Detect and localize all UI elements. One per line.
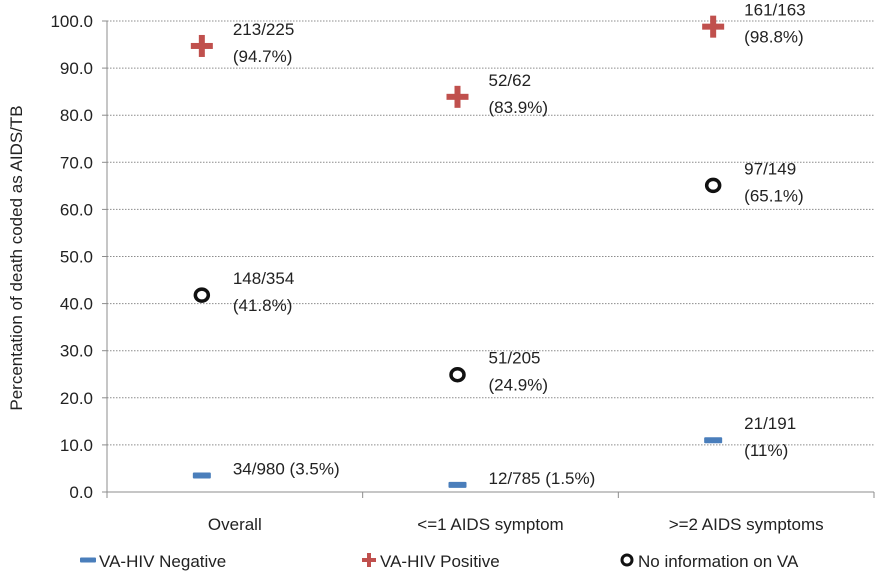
data-label: (83.9%) bbox=[489, 98, 549, 117]
data-label: 34/980 (3.5%) bbox=[233, 460, 340, 479]
marker-plus bbox=[702, 15, 725, 38]
data-label: 52/62 bbox=[489, 71, 532, 90]
x-category-label: <=1 AIDS symptom bbox=[417, 515, 563, 534]
marker-circle bbox=[193, 287, 211, 303]
x-axis-categories: Overall <=1 AIDS symptom >=2 AIDS symptoms bbox=[208, 515, 824, 534]
y-tick-label: 80.0 bbox=[60, 106, 93, 125]
data-label: (11%) bbox=[744, 441, 788, 460]
data-label: 213/225 bbox=[233, 20, 294, 39]
data-label: 97/149 bbox=[744, 159, 796, 178]
marker-circle bbox=[704, 177, 722, 194]
marker-dash bbox=[704, 437, 723, 444]
marker-dash bbox=[192, 472, 211, 479]
data-label: (98.8%) bbox=[744, 28, 804, 47]
data-markers bbox=[190, 15, 725, 488]
y-tick-label: 10.0 bbox=[60, 436, 93, 455]
data-label: 51/205 bbox=[489, 349, 541, 368]
y-tick-label: 30.0 bbox=[60, 342, 93, 361]
legend-marker-dash bbox=[80, 557, 96, 563]
legend-label: VA-HIV Positive bbox=[380, 552, 500, 571]
y-tick-label: 50.0 bbox=[60, 248, 93, 267]
y-tick-label: 40.0 bbox=[60, 295, 93, 314]
y-tick-label: 100.0 bbox=[50, 12, 93, 31]
legend-item: VA-HIV Positive bbox=[362, 552, 500, 571]
legend-label: VA-HIV Negative bbox=[99, 552, 226, 571]
data-label: (65.1%) bbox=[744, 186, 804, 205]
x-category-label: Overall bbox=[208, 515, 262, 534]
marker-plus bbox=[446, 85, 469, 108]
y-tick-label: 20.0 bbox=[60, 389, 93, 408]
legend: VA-HIV Negative VA-HIV Positive No informa… bbox=[80, 552, 799, 571]
data-labels: 34/980 (3.5%) 12/785 (1.5%) 21/191 (11%) 213… bbox=[233, 1, 806, 488]
plus-marker-bar-vertical bbox=[198, 34, 205, 57]
marker-plus bbox=[190, 34, 213, 57]
y-tick-label: 90.0 bbox=[60, 59, 93, 78]
legend-marker-circle bbox=[620, 553, 634, 567]
data-label: 21/191 bbox=[744, 414, 796, 433]
plus-marker-bar-vertical bbox=[454, 85, 461, 108]
legend-item: VA-HIV Negative bbox=[80, 552, 226, 571]
data-label: (94.7%) bbox=[233, 47, 293, 66]
marker-circle bbox=[449, 366, 466, 383]
data-label: 148/354 bbox=[233, 269, 294, 288]
x-category-label: >=2 AIDS symptoms bbox=[669, 515, 824, 534]
y-tick-label: 60.0 bbox=[60, 200, 93, 219]
y-tick-label: 0.0 bbox=[69, 483, 93, 502]
data-label: (41.8%) bbox=[233, 296, 293, 315]
legend-marker-plus-v bbox=[367, 553, 371, 567]
y-tick-label: 70.0 bbox=[60, 153, 93, 172]
data-label: 12/785 (1.5%) bbox=[489, 469, 596, 488]
y-axis-ticks: 0.0 10.0 20.0 30.0 40.0 50.0 60.0 70.0 80.0 90.0 1… bbox=[50, 12, 107, 502]
data-label: (24.9%) bbox=[489, 376, 549, 395]
marker-dash bbox=[448, 481, 467, 488]
legend-label: No information on VA bbox=[638, 552, 799, 571]
y-axis-label: Percentation of death coded as AIDS/TB bbox=[7, 105, 26, 410]
grid bbox=[106, 20, 875, 498]
legend-item: No information on VA bbox=[620, 552, 799, 571]
plus-marker-bar-vertical bbox=[710, 15, 717, 38]
data-label: 161/163 bbox=[744, 1, 805, 20]
